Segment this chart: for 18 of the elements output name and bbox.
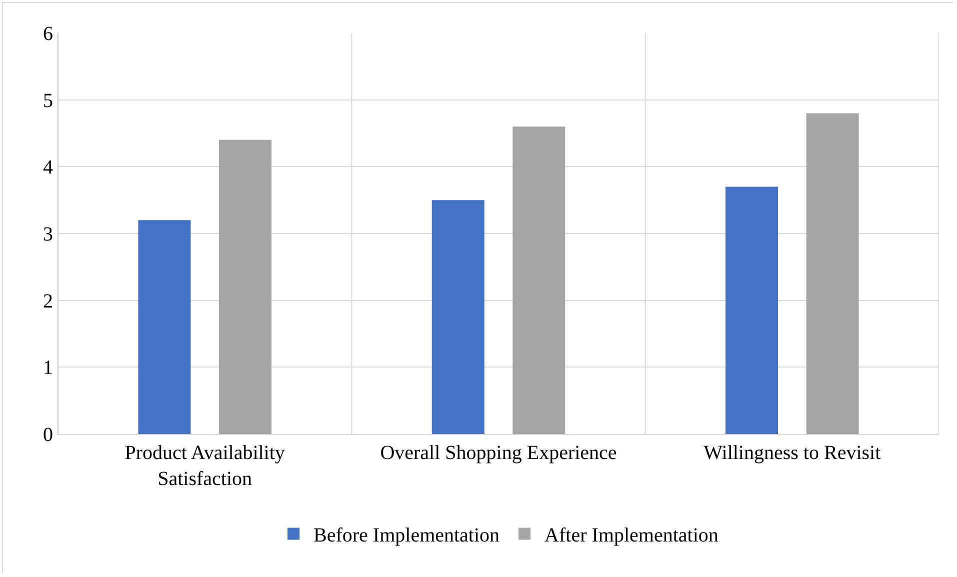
y-tick-label: 1 — [43, 357, 53, 380]
legend-label: After Implementation — [544, 524, 718, 546]
bar — [806, 113, 859, 434]
y-tick-label: 5 — [43, 90, 53, 112]
x-tick-label: Product Availability Satisfaction — [124, 442, 285, 490]
bar — [726, 186, 778, 434]
y-tick-label: 0 — [43, 424, 53, 446]
y-tick-label: 4 — [43, 156, 53, 179]
bar — [138, 220, 191, 434]
legend-label: Before Implementation — [314, 524, 500, 546]
x-tick-label: Willingness to Revisit — [704, 442, 882, 464]
bar — [432, 200, 484, 434]
bar — [218, 140, 272, 434]
x-tick-label: Overall Shopping Experience — [380, 442, 617, 464]
bar — [512, 126, 566, 434]
y-tick-label: 2 — [43, 290, 53, 312]
y-tick-label: 3 — [43, 224, 53, 246]
y-tick-label: 6 — [43, 23, 53, 45]
